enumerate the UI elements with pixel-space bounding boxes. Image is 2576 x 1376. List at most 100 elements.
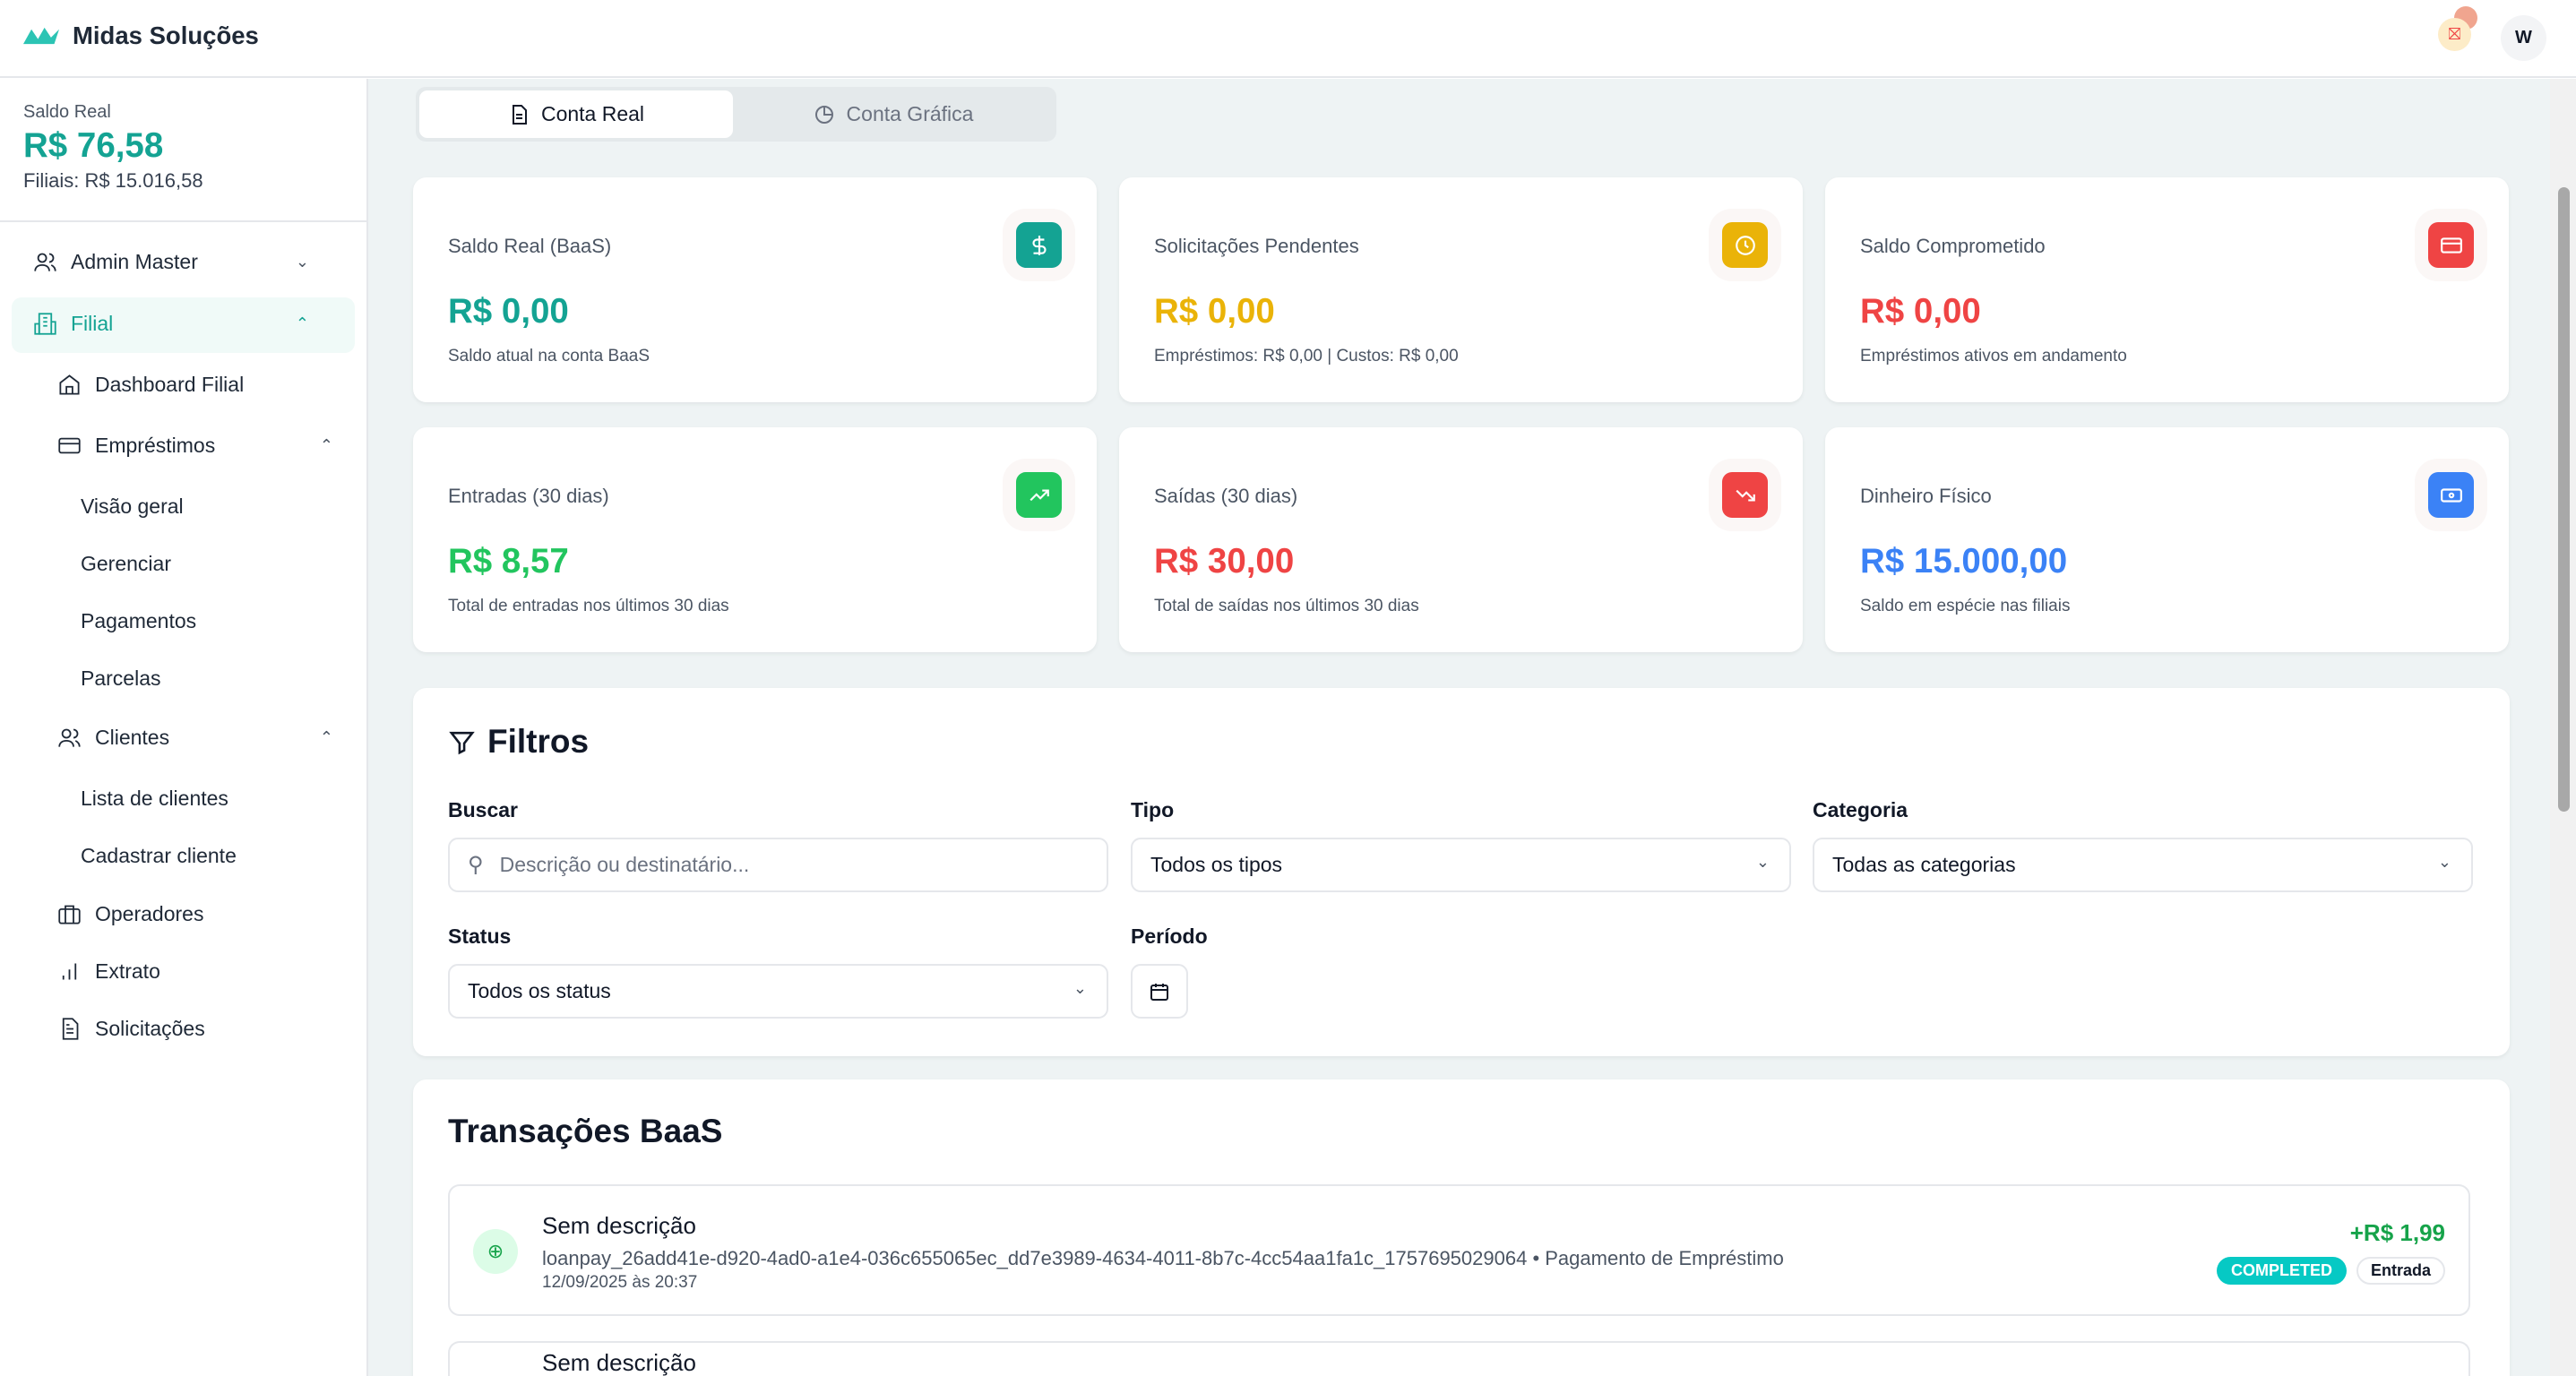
transaction-date: 12/09/2025 às 20:37 — [542, 1273, 698, 1292]
transaction-item[interactable]: ⊕ Sem descrição loanpay_26add41e-d920-4a… — [448, 1184, 2470, 1316]
logo-icon — [23, 27, 59, 45]
sidebar-item-dashboard-filial[interactable]: Dashboard Filial — [57, 373, 244, 397]
status-badge: COMPLETED — [2216, 1257, 2347, 1285]
sidebar-item-extrato[interactable]: Extrato — [57, 959, 160, 984]
building-icon — [34, 313, 56, 335]
banknote-icon — [2428, 472, 2474, 518]
credit-card-icon — [2428, 222, 2474, 268]
chevron-down-icon: ⌄ — [2437, 853, 2451, 871]
sidebar-item-label: Extrato — [95, 959, 160, 983]
stat-card: Entradas (30 dias) R$ 8,57 Total de entr… — [413, 427, 1097, 652]
status-select[interactable]: Todos os status ⌄ — [448, 964, 1108, 1019]
sidebar-item-label: Dashboard Filial — [95, 373, 245, 396]
users-icon — [58, 728, 81, 747]
stat-card: Dinheiro Físico R$ 15.000,00 Saldo em es… — [1825, 427, 2509, 652]
status-label: Status — [448, 924, 512, 948]
sidebar-item-label: Cadastrar cliente — [81, 844, 237, 867]
type-badge: Entrada — [2356, 1257, 2445, 1285]
branches-balance: Filiais: R$ 15.016,58 — [23, 169, 203, 192]
chevron-down-icon: ⌄ — [1073, 979, 1087, 997]
chevron-down-icon: ⌄ — [1755, 853, 1770, 871]
clock-icon — [1722, 222, 1768, 268]
brand-logo[interactable]: Midas Soluções — [23, 22, 259, 50]
stat-value: R$ 15.000,00 — [1860, 542, 2068, 580]
avatar[interactable]: W — [2501, 15, 2546, 61]
pie-chart-icon — [814, 105, 833, 124]
search-label: Buscar — [448, 798, 518, 821]
sidebar-item-visao-geral[interactable]: Visão geral — [81, 494, 184, 519]
file-icon — [512, 104, 527, 125]
chevron-up-icon: ⌃ — [295, 314, 309, 332]
tab-label: Conta Real — [540, 102, 645, 125]
barrier-icon[interactable]: ⛝ — [2438, 18, 2471, 51]
sidebar-item-pagamentos[interactable]: Pagamentos — [81, 609, 196, 633]
stat-subtitle: Saldo atual na conta BaaS — [448, 347, 650, 366]
sidebar-item-filial-bg — [12, 297, 355, 353]
stat-title: Saídas (30 dias) — [1154, 485, 1298, 507]
type-value: Todos os tipos — [1150, 853, 1283, 876]
chevron-down-icon: ⌄ — [295, 253, 309, 271]
tab-label: Conta Gráfica — [846, 102, 974, 125]
calendar-icon — [1150, 983, 1168, 1001]
scrollbar-thumb[interactable] — [2558, 187, 2570, 812]
trending-down-icon — [1722, 472, 1768, 518]
stat-title: Saldo Real (BaaS) — [448, 235, 612, 257]
sidebar-item-gerenciar[interactable]: Gerenciar — [81, 552, 171, 576]
trending-up-icon — [1016, 472, 1062, 518]
tab-conta-grafica[interactable]: Conta Gráfica — [737, 90, 1050, 138]
stat-subtitle: Total de entradas nos últimos 30 dias — [448, 597, 729, 615]
sidebar-item-label: Pagamentos — [81, 609, 197, 632]
sidebar-item-solicitacoes[interactable]: Solicitações — [57, 1017, 205, 1041]
status-value: Todos os status — [468, 979, 611, 1002]
transactions-panel: Transações BaaS ⊕ Sem descrição loanpay_… — [413, 1079, 2510, 1376]
sidebar-item-parcelas[interactable]: Parcelas — [81, 666, 160, 691]
brand-name: Midas Soluções — [73, 22, 259, 49]
stat-card: Solicitações Pendentes R$ 0,00 Empréstim… — [1119, 177, 1803, 402]
search-input[interactable]: ⚲ Descrição ou destinatário... — [448, 838, 1108, 892]
dollar-icon — [1016, 222, 1062, 268]
sidebar-item-operadores[interactable]: Operadores — [57, 902, 203, 926]
sidebar-item-lista-clientes[interactable]: Lista de clientes — [81, 787, 228, 811]
stat-card: Saldo Comprometido R$ 0,00 Empréstimos a… — [1825, 177, 2509, 402]
tab-conta-real[interactable]: Conta Real — [419, 90, 733, 138]
stat-value: R$ 8,57 — [448, 542, 569, 580]
sidebar-item-label: Visão geral — [81, 494, 184, 518]
stat-card: Saldo Real (BaaS) R$ 0,00 Saldo atual na… — [413, 177, 1097, 402]
sidebar-item-label: Gerenciar — [81, 552, 171, 575]
category-select[interactable]: Todas as categorias ⌄ — [1813, 838, 2473, 892]
filters-title-text: Filtros — [487, 723, 590, 760]
sidebar-item-label: Parcelas — [81, 666, 161, 690]
category-label: Categoria — [1813, 798, 1908, 821]
sidebar: Saldo Real R$ 76,58 Filiais: R$ 15.016,5… — [0, 79, 368, 1376]
top-header: Midas Soluções ⛝ W — [0, 0, 2576, 78]
sidebar-item-cadastrar-cliente[interactable]: Cadastrar cliente — [81, 844, 237, 868]
sidebar-item-label: Solicitações — [95, 1017, 205, 1040]
bar-chart-icon — [62, 963, 77, 980]
sidebar-item-emprestimos[interactable]: Empréstimos ⌃ — [57, 434, 345, 458]
filter-icon — [449, 731, 475, 754]
sidebar-item-filial[interactable]: Filial ⌃ — [33, 312, 345, 336]
sidebar-item-clientes[interactable]: Clientes ⌃ — [57, 726, 345, 750]
sidebar-item-label: Lista de clientes — [81, 787, 228, 810]
sidebar-item-label: Clientes — [95, 726, 170, 749]
period-date-button[interactable] — [1131, 964, 1188, 1019]
stat-subtitle: Empréstimos: R$ 0,00 | Custos: R$ 0,00 — [1154, 347, 1459, 366]
transaction-item[interactable]: Sem descrição — [448, 1341, 2470, 1376]
stat-subtitle: Empréstimos ativos em andamento — [1860, 347, 2127, 366]
type-label: Tipo — [1131, 798, 1175, 821]
chevron-up-icon: ⌃ — [319, 436, 333, 454]
scrollbar[interactable] — [2550, 79, 2576, 1376]
stat-title: Dinheiro Físico — [1860, 485, 1992, 507]
balance-summary: Saldo Real R$ 76,58 Filiais: R$ 15.016,5… — [0, 79, 366, 222]
stat-value: R$ 0,00 — [1154, 292, 1275, 331]
sidebar-item-admin-master[interactable]: Admin Master ⌄ — [33, 250, 345, 274]
search-placeholder: Descrição ou destinatário... — [499, 853, 750, 876]
type-select[interactable]: Todos os tipos ⌄ — [1131, 838, 1791, 892]
transaction-detail: loanpay_26add41e-d920-4ad0-a1e4-036c6550… — [542, 1247, 1784, 1269]
transaction-title: Sem descrição — [542, 1212, 696, 1239]
stat-subtitle: Saldo em espécie nas filiais — [1860, 597, 2071, 615]
search-icon: ⚲ — [468, 853, 484, 877]
transactions-title: Transações BaaS — [448, 1113, 723, 1149]
stat-title: Entradas (30 dias) — [448, 485, 609, 507]
sidebar-item-label: Empréstimos — [95, 434, 216, 457]
